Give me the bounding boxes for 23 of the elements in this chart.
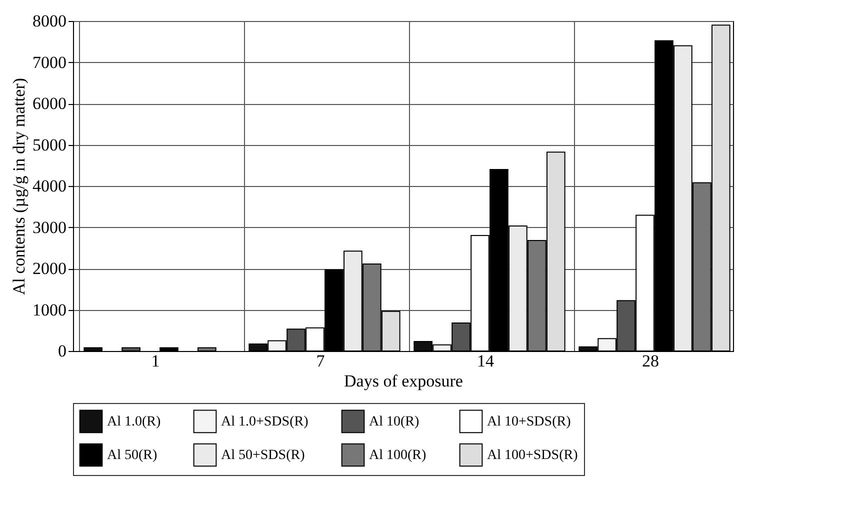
legend-label: Al 1.0(R) xyxy=(107,414,161,430)
legend-label: Al 10(R) xyxy=(369,414,420,430)
x-tick-label: 28 xyxy=(642,352,659,370)
y-tick-label: 0 xyxy=(58,342,66,360)
y-tick-label: 8000 xyxy=(32,12,66,30)
x-tick-label: 14 xyxy=(477,352,494,370)
y-tick-label: 3000 xyxy=(32,218,66,237)
legend-label: Al 50+SDS(R) xyxy=(221,448,306,463)
x-tick-label: 7 xyxy=(316,352,326,370)
y-axis-title: Al contents (µg/g in dry matter) xyxy=(10,78,28,296)
y-tick-label: 5000 xyxy=(32,135,66,154)
y-tick-label: 7000 xyxy=(32,52,66,72)
legend-label: Al 1.0+SDS(R) xyxy=(221,414,309,430)
legend-label: Al 100(R) xyxy=(369,448,426,463)
x-tick-label: 1 xyxy=(151,352,160,370)
y-tick-label: 1000 xyxy=(32,300,66,320)
y-tick-label: 2000 xyxy=(32,259,66,278)
x-axis-title: Days of exposure xyxy=(344,372,463,390)
legend-label: Al 100+SDS(R) xyxy=(487,448,578,463)
legend-label: Al 10+SDS(R) xyxy=(487,414,572,430)
legend-label: Al 50(R) xyxy=(107,448,158,463)
y-tick-label: 4000 xyxy=(32,176,66,196)
y-tick-label: 6000 xyxy=(32,94,66,113)
